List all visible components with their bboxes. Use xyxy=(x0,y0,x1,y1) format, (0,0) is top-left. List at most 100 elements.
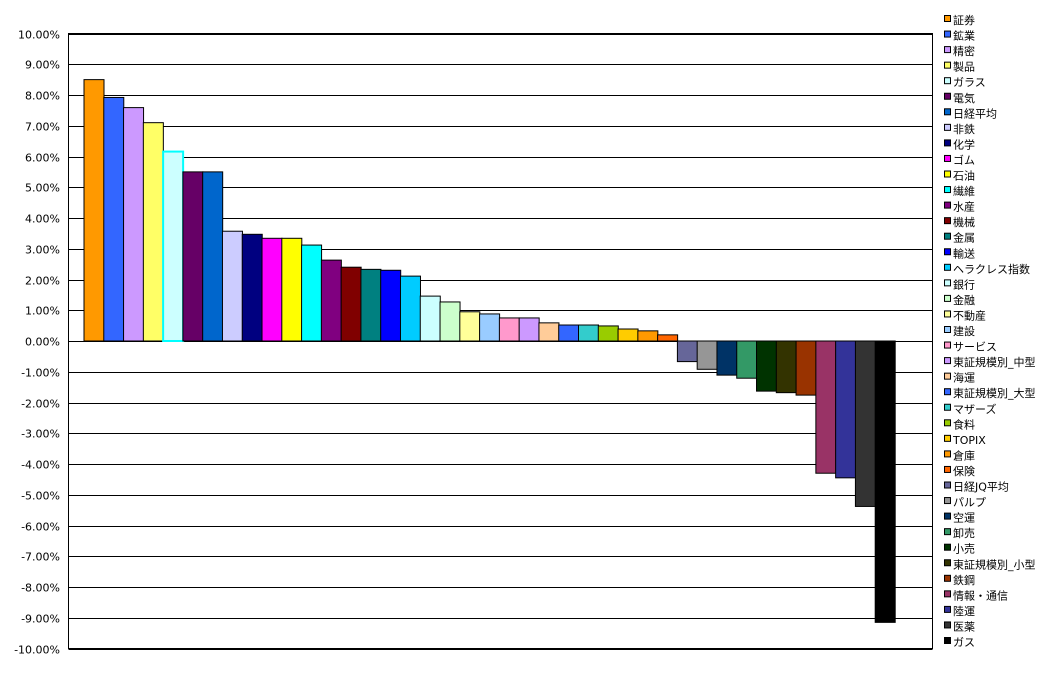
bars xyxy=(83,79,896,623)
bar-金属 xyxy=(360,268,382,342)
legend-label: 日経JQ平均 xyxy=(953,481,1009,494)
bar-ゴム xyxy=(261,237,283,342)
bar-東証規模別_大型 xyxy=(558,324,580,342)
legend-label: 情報・通信 xyxy=(953,589,1008,602)
legend-label: 海運 xyxy=(953,371,975,385)
legend-item: サービス xyxy=(944,341,997,354)
legend-item: 日経JQ平均 xyxy=(944,481,1009,494)
legend-label: ガラス xyxy=(953,76,986,89)
y-tick-label: -6.00% xyxy=(21,521,60,534)
legend-item: ヘラクレス指数 xyxy=(944,262,1030,276)
legend-label: パルプ xyxy=(953,496,986,509)
legend-swatch xyxy=(944,123,951,131)
y-tick-label: -2.00% xyxy=(21,398,60,411)
legend-label: 小売 xyxy=(953,543,975,556)
legend-swatch xyxy=(944,92,951,100)
legend-swatch xyxy=(944,419,951,427)
legend-label: 倉庫 xyxy=(953,448,975,462)
legend-swatch xyxy=(944,574,951,582)
bar-ガラス xyxy=(162,150,185,342)
legend-item: 銀行 xyxy=(944,277,975,291)
legend-label: 鉱業 xyxy=(953,29,975,43)
bar-食料 xyxy=(597,325,619,342)
legend-item: 建設 xyxy=(944,324,975,338)
legend-swatch xyxy=(944,77,951,85)
legend-item: 機械 xyxy=(944,215,975,229)
bar-日経平均 xyxy=(202,171,224,342)
legend-swatch xyxy=(944,372,951,380)
y-tick-label: 4.00% xyxy=(25,213,60,226)
legend-item: 小売 xyxy=(944,543,975,556)
legend-label: 輸送 xyxy=(953,246,975,260)
legend-swatch xyxy=(944,294,951,302)
legend-label: 水産 xyxy=(953,201,975,214)
y-tick-label: 0.00% xyxy=(25,336,60,349)
bar-情報・通信 xyxy=(815,340,837,474)
legend-swatch xyxy=(944,217,951,225)
legend-swatch xyxy=(944,326,951,333)
bar-鉱業 xyxy=(103,96,125,342)
y-tick-label: -5.00% xyxy=(21,490,60,503)
bar-保険 xyxy=(657,334,679,342)
bar-機械 xyxy=(340,266,362,342)
legend-swatch xyxy=(944,434,951,442)
legend-label: 金属 xyxy=(953,231,975,245)
legend-item: 証券 xyxy=(944,13,975,27)
legend-label: 建設 xyxy=(953,324,975,338)
legend-label: 日経平均 xyxy=(953,107,997,120)
legend-swatch xyxy=(944,559,951,567)
legend-swatch xyxy=(944,310,951,318)
y-tick-label: 8.00% xyxy=(25,90,60,103)
bar-ガス xyxy=(874,340,896,623)
legend-swatch xyxy=(944,232,951,240)
legend-label: ゴム xyxy=(953,153,975,167)
bar-電気 xyxy=(182,171,204,342)
legend-label: サービス xyxy=(953,341,997,354)
legend-label: 医薬 xyxy=(953,620,975,633)
y-tick-label: -7.00% xyxy=(21,551,60,564)
legend-item: マザーズ xyxy=(944,402,996,416)
legend-item: 食料 xyxy=(944,417,975,431)
legend-swatch xyxy=(944,590,951,598)
bar-陸運 xyxy=(835,340,857,479)
bar-東証規模別_中型 xyxy=(518,317,540,342)
bar-金融 xyxy=(439,301,461,342)
y-tick-label: 2.00% xyxy=(25,275,60,288)
bar-小売 xyxy=(756,340,778,392)
legend-item: 化学 xyxy=(944,137,975,151)
legend-label: 東証規模別_中型 xyxy=(953,355,1036,369)
legend-swatch xyxy=(944,154,951,162)
legend-item: 海運 xyxy=(944,371,975,385)
legend-label: 東証規模別_小型 xyxy=(953,557,1036,571)
bar-鉄鋼 xyxy=(795,340,817,396)
bar-TOPIX xyxy=(617,328,639,342)
legend-item: 卸売 xyxy=(944,526,975,540)
legend-swatch xyxy=(944,543,951,551)
legend-swatch xyxy=(944,170,951,178)
legend-swatch xyxy=(944,481,951,489)
legend-item: 金属 xyxy=(944,231,975,245)
y-tick-label: -9.00% xyxy=(21,613,60,626)
legend-swatch xyxy=(944,108,951,116)
legend-label: 卸売 xyxy=(953,526,975,540)
legend-label: 空運 xyxy=(953,511,975,525)
bar-繊維 xyxy=(301,244,323,342)
bar-卸売 xyxy=(736,340,758,379)
bar-東証規模別_小型 xyxy=(775,340,797,394)
legend-label: 銀行 xyxy=(953,277,975,291)
y-tick-label: 9.00% xyxy=(25,59,60,72)
legend-label: ヘラクレス指数 xyxy=(953,262,1030,276)
legend-label: ガス xyxy=(953,636,975,649)
y-tick-label: 5.00% xyxy=(25,182,60,195)
bar-建設 xyxy=(479,313,501,342)
bar-水産 xyxy=(320,259,342,342)
legend-label: マザーズ xyxy=(953,402,996,416)
legend-item: 鉱業 xyxy=(944,29,975,43)
bar-医薬 xyxy=(854,340,876,507)
bar-不動産 xyxy=(459,311,481,342)
legend-swatch xyxy=(944,357,951,365)
plot-frame xyxy=(68,33,933,649)
bar-石油 xyxy=(281,237,303,342)
legend-label: 製品 xyxy=(953,60,975,74)
